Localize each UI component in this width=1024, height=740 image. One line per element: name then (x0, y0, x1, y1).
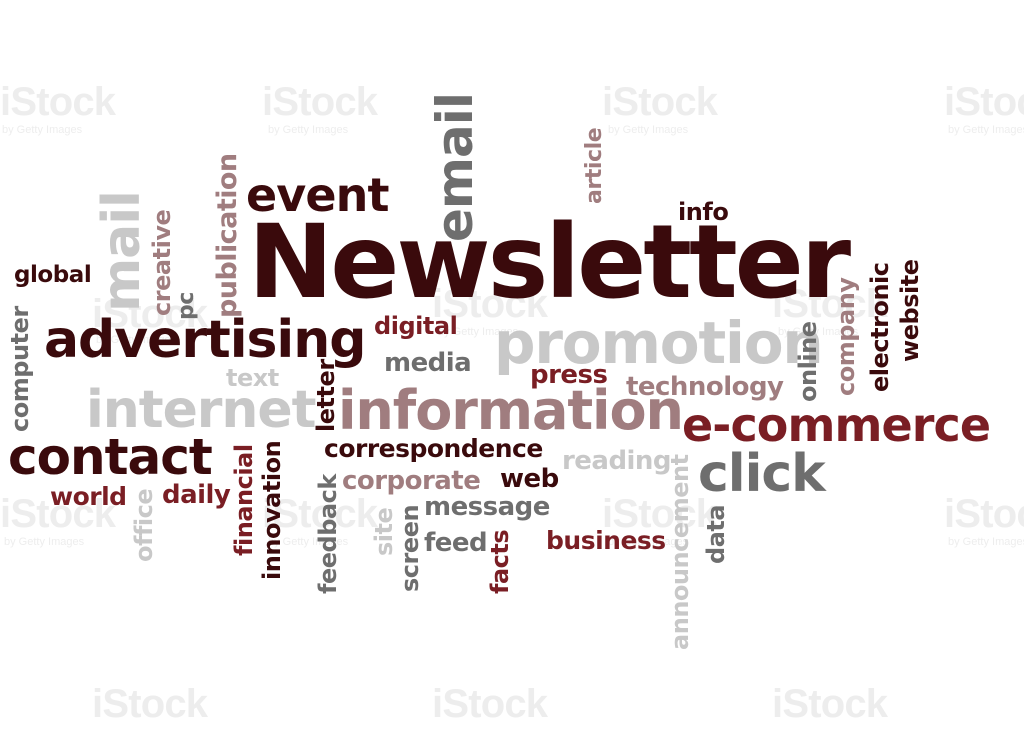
watermark-logo: iStock (262, 492, 378, 536)
word-mail: mail (92, 191, 152, 312)
word-business: business (546, 526, 666, 555)
word-information: information (338, 379, 684, 442)
watermark-byline: by Getty Images (948, 124, 1024, 136)
watermark-logo: iStock (262, 80, 378, 124)
word-digital: digital (374, 312, 458, 340)
word-e-commerce: e-commerce (682, 398, 991, 452)
watermark-byline: by Getty Images (268, 124, 349, 136)
word-office: office (130, 488, 158, 562)
watermark-logo: iStock (92, 292, 208, 336)
word-data: data (702, 504, 730, 564)
word-world: world (50, 482, 127, 511)
word-promotion: promotion (494, 309, 824, 377)
word-contact: contact (8, 428, 213, 486)
word-electronic: electronic (866, 262, 894, 392)
watermark-logo: iStock (92, 682, 208, 726)
word-press: press (530, 360, 608, 390)
word-web: web (500, 464, 559, 494)
word-publication: publication (212, 153, 243, 318)
watermark-logo: iStock (0, 80, 116, 124)
word-financial: financial (230, 444, 258, 556)
word-global: global (14, 262, 92, 288)
watermark-logo: iStock (772, 282, 888, 326)
watermark-byline: by Getty Images (268, 536, 349, 548)
watermark-byline: by Getty Images (948, 536, 1024, 548)
word-corporate: corporate (342, 466, 481, 496)
word-technology: technology (626, 372, 784, 402)
word-facts: facts (486, 529, 514, 594)
word-online: online (794, 321, 822, 402)
word-creative: creative (148, 209, 176, 316)
watermark-byline: by Getty Images (778, 326, 859, 338)
watermark-logo: iStock (944, 492, 1024, 536)
word-letter: letter (312, 359, 340, 432)
word-click: click (698, 444, 826, 504)
watermark-logo: iStock (432, 682, 548, 726)
word-innovation: innovation (258, 440, 286, 580)
word-message: message (424, 492, 550, 522)
watermark-logo: iStock (772, 682, 888, 726)
word-site: site (370, 507, 398, 556)
word-screen: screen (396, 504, 424, 592)
watermark-byline: by Getty Images (4, 536, 85, 548)
word-daily: daily (162, 480, 231, 510)
word-event: event (246, 168, 389, 222)
word-feed: feed (424, 528, 488, 558)
watermark-byline: by Getty Images (438, 326, 519, 338)
word-reading: reading (562, 446, 672, 476)
watermark-logo: iStock (0, 492, 116, 536)
word-info: info (678, 198, 729, 226)
word-internet: internet (86, 380, 316, 440)
word-computer: computer (6, 306, 34, 432)
word-article: article (582, 127, 607, 204)
word-announcement: announcement (666, 454, 694, 650)
word-correspondence: correspondence (324, 434, 543, 463)
watermark-logo: iStock (602, 80, 718, 124)
watermark-logo: iStock (944, 80, 1024, 124)
word-media: media (384, 348, 472, 378)
word-company: company (832, 277, 860, 396)
watermark-byline: by Getty Images (608, 536, 689, 548)
word-newsletter: Newsletter (248, 203, 851, 322)
word-text: text (226, 364, 279, 392)
word-email: email (426, 92, 484, 242)
watermark-logo: iStock (432, 282, 548, 326)
watermark-byline: by Getty Images (2, 124, 83, 136)
word-feedback: feedback (314, 474, 342, 594)
word-advertising: advertising (44, 310, 366, 370)
word-website: website (896, 259, 924, 362)
watermark-logo: iStock (602, 492, 718, 536)
watermark-byline: by Getty Images (96, 334, 177, 346)
watermark-byline: by Getty Images (608, 124, 689, 136)
